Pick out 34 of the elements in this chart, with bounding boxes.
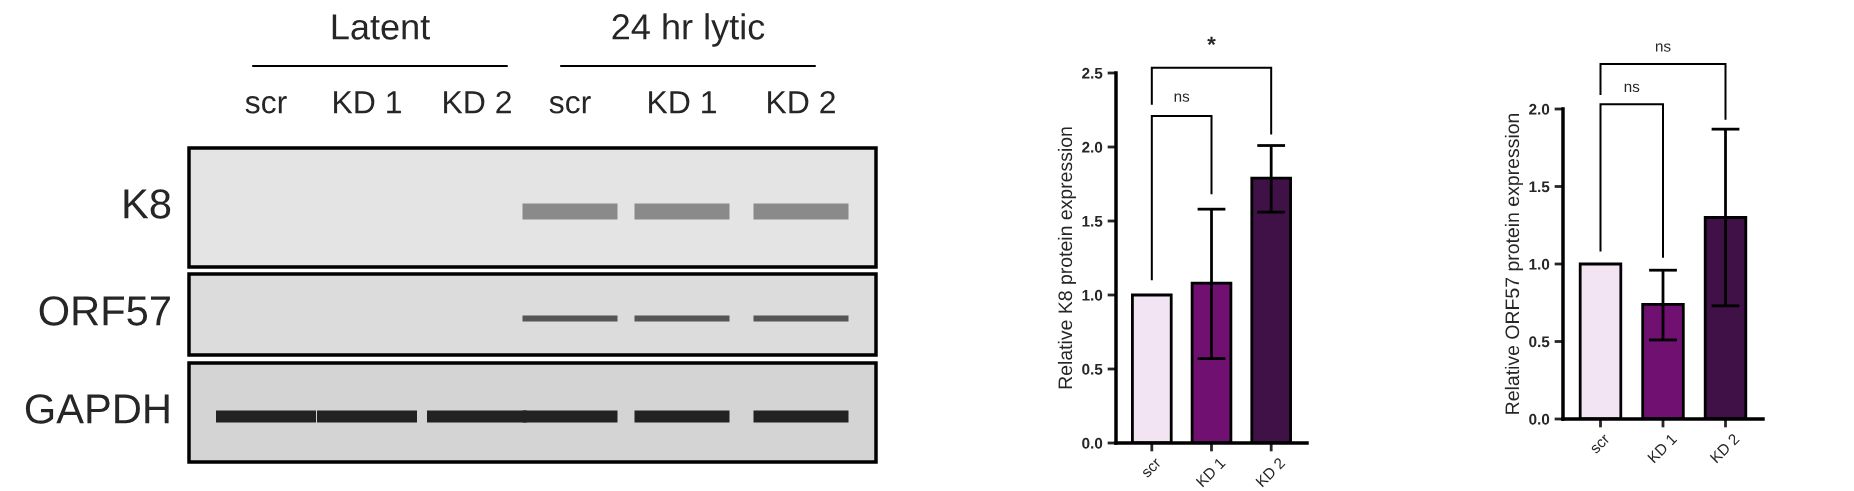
text: 24 hr lytic (612, 13, 765, 47)
text: KD 1 (649, 91, 716, 114)
y-tick-label: 0.5 (1082, 363, 1103, 375)
text: ns (1655, 43, 1671, 52)
text: KD 1 (334, 91, 401, 114)
text: KD 2 (444, 90, 511, 114)
text: scr (549, 96, 591, 114)
text: scr (245, 96, 287, 114)
text: ns (1624, 83, 1640, 93)
text: * (1207, 36, 1216, 46)
y-tick-label: 1.0 (1082, 289, 1103, 301)
y-tick-label: 0.5 (1529, 336, 1550, 348)
y-axis-title: Relative ORF57 protein expression (1504, 113, 1524, 414)
y-tick-label: 1.5 (1082, 216, 1103, 227)
y-tick-label: 2.0 (1529, 103, 1550, 115)
y-axis-title: Relative K8 protein expression (1057, 127, 1077, 389)
text: ORF57 (39, 296, 170, 326)
x-tick-label: scr (1141, 458, 1162, 479)
x-tick-label: scr (1590, 434, 1611, 455)
y-tick-label: 1.0 (1529, 258, 1550, 270)
x-tick-label: KD 1 (1195, 457, 1226, 488)
annotation: ns (1174, 93, 1190, 102)
y-tick-label: 2.5 (1082, 67, 1103, 79)
y-tick-label: 0.0 (1529, 413, 1550, 425)
x-tick-label: KD 1 (1647, 433, 1678, 464)
text: GAPDH (25, 394, 169, 424)
text: K8 (124, 189, 171, 219)
y-tick-label: 0.0 (1082, 437, 1103, 449)
y-tick-label: 1.5 (1529, 181, 1550, 193)
text: Latent (332, 14, 430, 40)
text: KD 2 (768, 90, 835, 114)
x-tick-label: KD 2 (1255, 457, 1286, 488)
x-tick-label: KD 2 (1709, 433, 1740, 464)
y-tick-label: 2.0 (1082, 141, 1103, 153)
